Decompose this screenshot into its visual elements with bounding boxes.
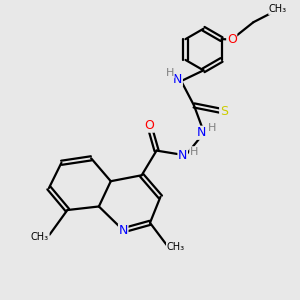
Text: S: S bbox=[220, 105, 228, 118]
Text: O: O bbox=[227, 33, 237, 46]
Text: CH₃: CH₃ bbox=[31, 232, 49, 242]
Text: N: N bbox=[196, 126, 206, 139]
Text: CH₃: CH₃ bbox=[269, 4, 287, 14]
Text: H: H bbox=[166, 68, 174, 78]
Text: N: N bbox=[178, 149, 188, 162]
Text: CH₃: CH₃ bbox=[167, 242, 184, 252]
Text: O: O bbox=[145, 119, 154, 132]
Text: N: N bbox=[118, 224, 128, 237]
Text: H: H bbox=[208, 123, 217, 133]
Text: N: N bbox=[173, 73, 182, 86]
Text: H: H bbox=[190, 147, 198, 157]
